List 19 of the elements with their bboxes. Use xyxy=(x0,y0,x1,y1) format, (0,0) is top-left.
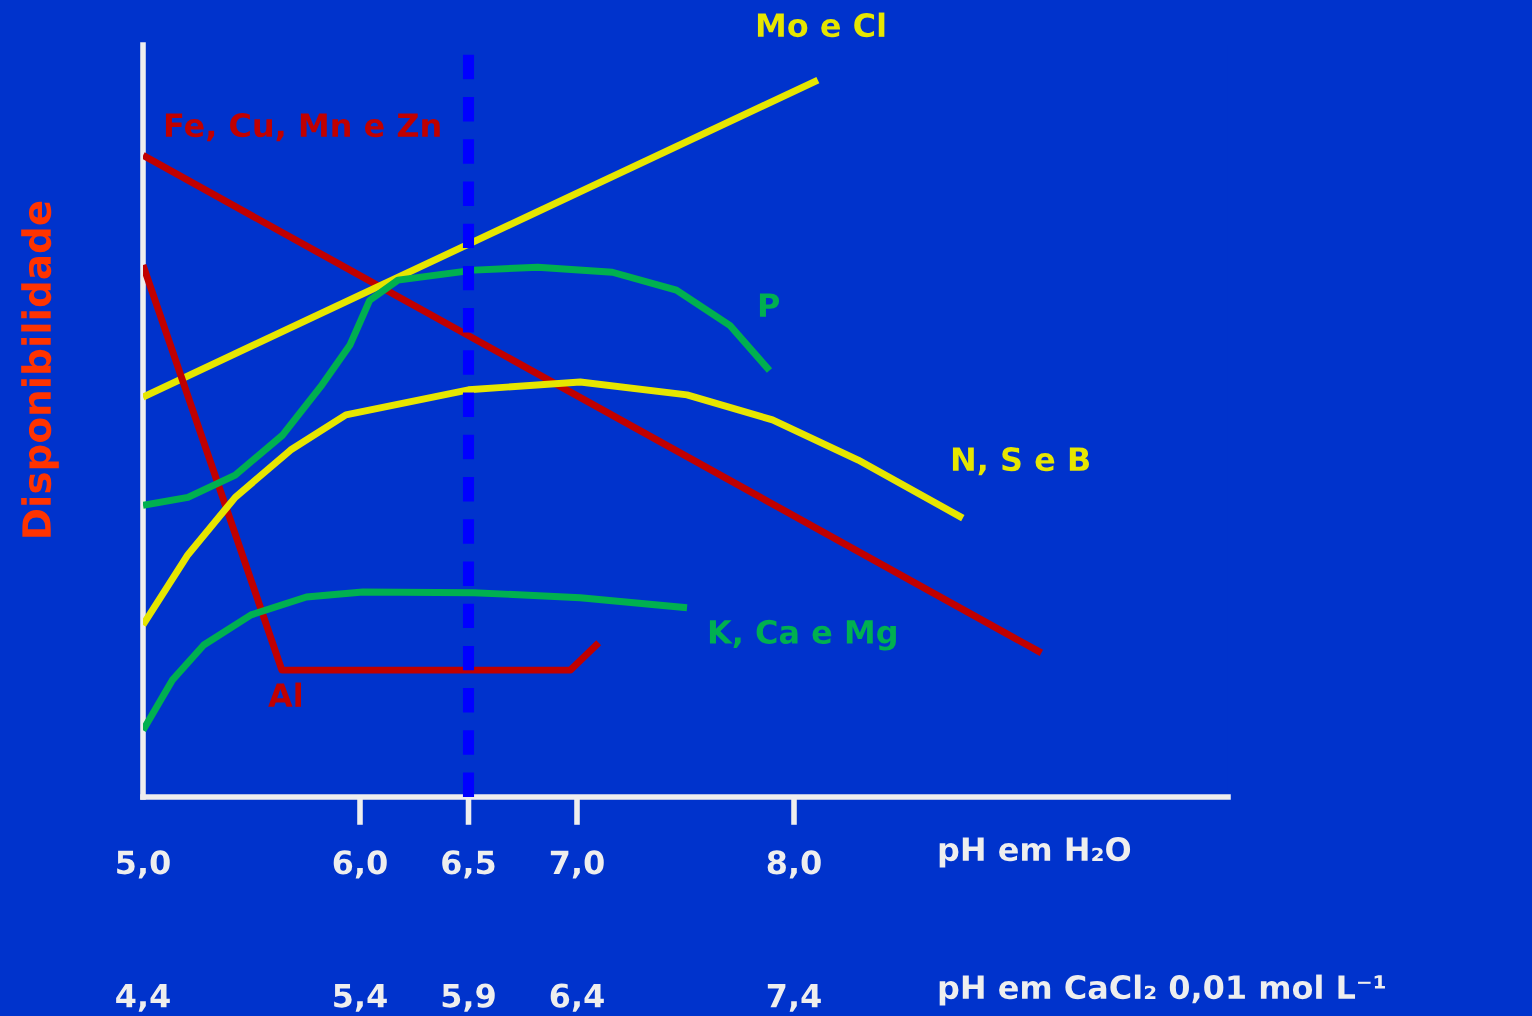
x2-tick-label: 4,4 xyxy=(116,983,170,1012)
y-axis-title: Disponibilidade xyxy=(21,201,59,537)
x-tick-label: 6,5 xyxy=(442,850,495,879)
x-tick-label: 7,0 xyxy=(550,850,604,879)
series-label: Mo e Cl xyxy=(757,12,885,38)
x2-axis-title: pH em CaCl₂ 0,01 mol L⁻¹ xyxy=(939,974,1385,1006)
series-label: K, Ca e Mg xyxy=(709,619,896,651)
x-tick-label: 5,0 xyxy=(117,850,170,879)
series-label: N, S e B xyxy=(952,447,1090,476)
series-label: Al xyxy=(268,682,301,707)
x-tick-label: 8,0 xyxy=(767,850,821,879)
series-label: P xyxy=(759,293,780,317)
series-label: Fe, Cu, Mn e Zn xyxy=(165,113,440,142)
x-axis-title: pH em H₂O xyxy=(939,837,1131,868)
x2-tick-label: 5,9 xyxy=(442,983,495,1012)
x2-tick-label: 6,4 xyxy=(550,983,604,1012)
x2-tick-label: 7,4 xyxy=(767,983,821,1012)
x-tick-label: 6,0 xyxy=(333,850,387,879)
x2-tick-label: 5,4 xyxy=(334,983,387,1012)
